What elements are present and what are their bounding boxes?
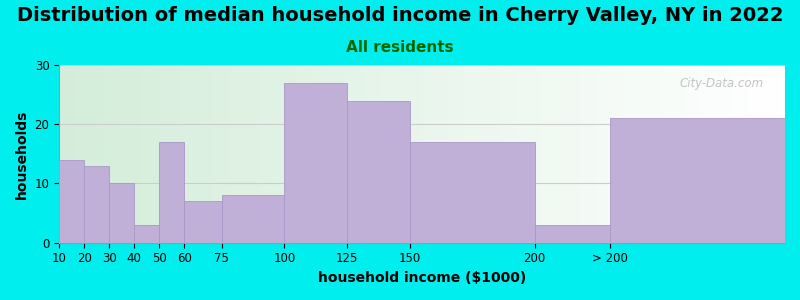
Bar	[134, 225, 159, 243]
Bar	[84, 166, 110, 243]
Bar	[184, 201, 222, 243]
Bar	[110, 184, 134, 243]
Y-axis label: households: households	[15, 109, 29, 199]
Bar	[610, 118, 785, 243]
Bar	[410, 142, 534, 243]
Bar	[285, 83, 347, 243]
Bar	[159, 142, 184, 243]
Bar	[534, 225, 610, 243]
Text: Distribution of median household income in Cherry Valley, NY in 2022: Distribution of median household income …	[17, 6, 783, 25]
Text: City-Data.com: City-Data.com	[679, 77, 763, 90]
Text: All residents: All residents	[346, 40, 454, 56]
Bar	[59, 160, 84, 243]
Bar	[347, 100, 410, 243]
X-axis label: household income ($1000): household income ($1000)	[318, 271, 526, 285]
Bar	[222, 195, 285, 243]
